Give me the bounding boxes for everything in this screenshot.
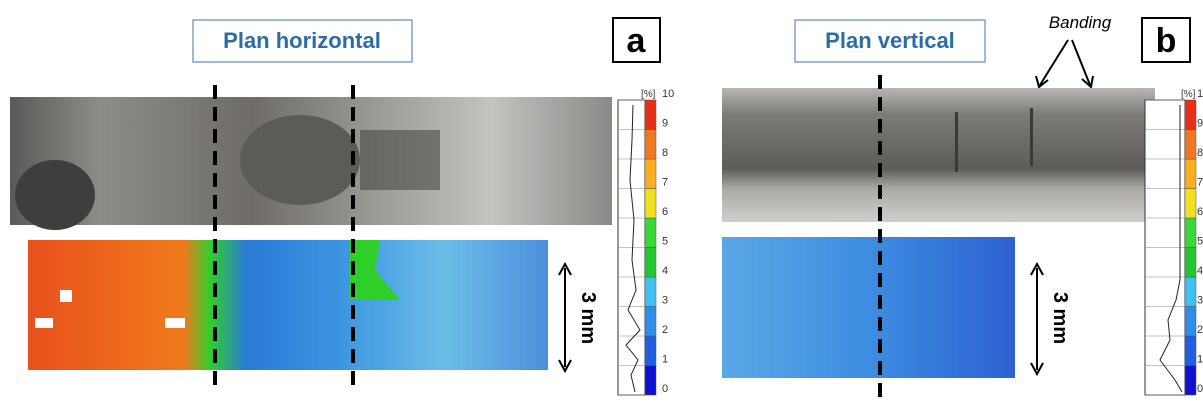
title-box (794, 19, 986, 63)
colorbar-unit: [%] (1181, 89, 1196, 100)
colorbar-cell (644, 335, 657, 366)
tick-label: 5 (662, 235, 668, 247)
colorbar-cell (1184, 188, 1197, 219)
panel-title: Plan horizontal (223, 28, 381, 53)
tick-label: 6 (1197, 206, 1203, 218)
tick-label: 0 (662, 383, 668, 395)
colorbar-cell (1184, 247, 1197, 278)
colorbar-cell (1184, 129, 1197, 160)
micro-feature (1030, 108, 1033, 166)
strain-map (28, 240, 548, 370)
tick-label: 10 (1197, 88, 1203, 100)
tick-label: 2 (1197, 324, 1203, 336)
panel-title: Plan vertical (825, 28, 955, 53)
micro-feature (955, 112, 958, 172)
colorbar-cell (1184, 276, 1197, 307)
tick-label: 0 (1197, 383, 1203, 395)
colorbar-cell (1184, 99, 1197, 130)
strain-map (722, 237, 1015, 378)
micro-feature (360, 130, 440, 190)
scale-arrowhead (1030, 261, 1044, 377)
colorbar-cell (644, 276, 657, 307)
colorbar-unit: [%] (641, 89, 656, 100)
colorbar-cell (1184, 365, 1197, 396)
map-hole (35, 318, 53, 328)
tick-label: 9 (662, 117, 668, 129)
map-region (350, 240, 400, 300)
annotation-arrow (1039, 39, 1091, 86)
colorbar-cell (644, 247, 657, 278)
colorbar-cell (1184, 217, 1197, 248)
label-box (612, 17, 661, 63)
colorbar-cell (644, 365, 657, 396)
tick-label: 5 (1197, 235, 1203, 247)
colorbar: 0 1 2 3 4 5 6 7 8 9 10[%] (1144, 88, 1203, 396)
micro-feature (15, 160, 95, 230)
colorbar-cell (644, 158, 657, 189)
label-box (1141, 17, 1191, 63)
profile-trace (1159, 105, 1183, 393)
tick-label: 1 (1197, 353, 1203, 365)
micro-feature (240, 115, 360, 205)
colorbar-cell (1184, 335, 1197, 366)
tick-label: 3 (662, 294, 668, 306)
panel-label: a (627, 22, 647, 60)
colorbar-cell (644, 99, 657, 130)
tick-label: 8 (1197, 147, 1203, 159)
colorbar-cell (644, 129, 657, 160)
scale-label: 3 mm (1049, 292, 1071, 344)
map-hole (165, 318, 185, 328)
colorbar-cell (1184, 306, 1197, 337)
tick-label: 7 (1197, 176, 1203, 188)
tick-label: 7 (662, 176, 668, 188)
annotation-arrowhead (1035, 75, 1094, 89)
panel-label: b (1156, 22, 1177, 60)
tick-label: 1 (662, 353, 668, 365)
tick-label: 4 (1197, 265, 1203, 277)
scale-arrowhead (558, 261, 572, 374)
colorbar: 0 1 2 3 4 5 6 7 8 9 10 [%] (617, 88, 674, 396)
scale-label: 3 mm (577, 292, 599, 344)
tick-label: 8 (662, 147, 668, 159)
profile-trace (625, 104, 641, 393)
colorbar-cell (644, 217, 657, 248)
tick-label: 4 (662, 265, 668, 277)
colorbar-cell (1184, 158, 1197, 189)
tick-label: 3 (1197, 294, 1203, 306)
tick-label: 2 (662, 324, 668, 336)
tick-label: 9 (1197, 117, 1203, 129)
colorbar-cell (644, 306, 657, 337)
annotation: Banding (1049, 13, 1112, 32)
tick-label: 10 (662, 88, 674, 100)
micrograph (722, 88, 1155, 222)
map-hole (60, 290, 72, 302)
title-box (192, 19, 413, 63)
colorbar-cell (644, 188, 657, 219)
tick-label: 6 (662, 206, 668, 218)
